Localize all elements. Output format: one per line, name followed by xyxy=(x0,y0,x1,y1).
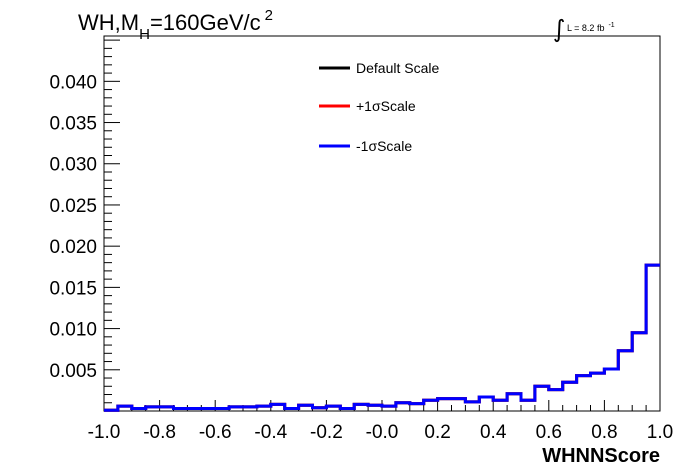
y-tick-label: 0.035 xyxy=(49,114,97,135)
x-tick-label: 0.6 xyxy=(536,422,562,443)
y-tick-label: 0.020 xyxy=(49,237,97,258)
legend-label-3: -1σScale xyxy=(356,138,412,154)
x-tick-label: 1.0 xyxy=(647,422,673,443)
title-subscript: H xyxy=(139,26,150,43)
y-tick-label: 0.005 xyxy=(49,361,97,382)
x-tick-label: -0.4 xyxy=(254,422,287,443)
series-line-3 xyxy=(104,263,660,412)
title-prefix: WH,M xyxy=(78,10,139,35)
y-tick-label: 0.025 xyxy=(49,196,97,217)
title-superscript: 2 xyxy=(265,7,273,24)
x-tick-label: -0.0 xyxy=(366,422,399,443)
x-tick-label: -0.6 xyxy=(199,422,232,443)
legend: Default Scale +1σScale -1σScale xyxy=(319,60,439,154)
luminosity-superscript: -1 xyxy=(608,22,614,29)
luminosity-label: L = 8.2 fb -1 xyxy=(567,22,615,33)
legend-label-1: Default Scale xyxy=(356,60,439,76)
luminosity-integral: ∫ xyxy=(553,15,566,43)
legend-label-2: +1σScale xyxy=(356,98,416,114)
x-axis-label: WHNNScore xyxy=(542,445,660,467)
y-tick-label: 0.015 xyxy=(49,278,97,299)
x-tick-label: -0.8 xyxy=(143,422,176,443)
luminosity-text: L = 8.2 fb xyxy=(567,23,604,33)
x-tick-label: 0.4 xyxy=(480,422,507,443)
y-tick-label: 0.030 xyxy=(49,155,97,176)
plot-frame xyxy=(103,35,661,412)
y-axis: 0.005 0.010 0.015 0.020 0.025 0.030 0.035 0.040 xyxy=(49,39,120,404)
x-tick-label: 0.8 xyxy=(591,422,617,443)
x-tick-label: 0.2 xyxy=(424,422,450,443)
series-layer xyxy=(104,263,660,412)
x-tick-label: -1.0 xyxy=(88,422,121,443)
y-tick-label: 0.040 xyxy=(49,72,97,93)
y-tick-label: 0.010 xyxy=(49,320,97,341)
x-tick-label: -0.2 xyxy=(310,422,343,443)
series-line-2 xyxy=(104,263,660,412)
series-line-1 xyxy=(104,263,660,412)
title-middle: =160GeV/c xyxy=(150,10,261,35)
chart-title: WH,MH=160GeV/c 2 xyxy=(78,7,273,43)
